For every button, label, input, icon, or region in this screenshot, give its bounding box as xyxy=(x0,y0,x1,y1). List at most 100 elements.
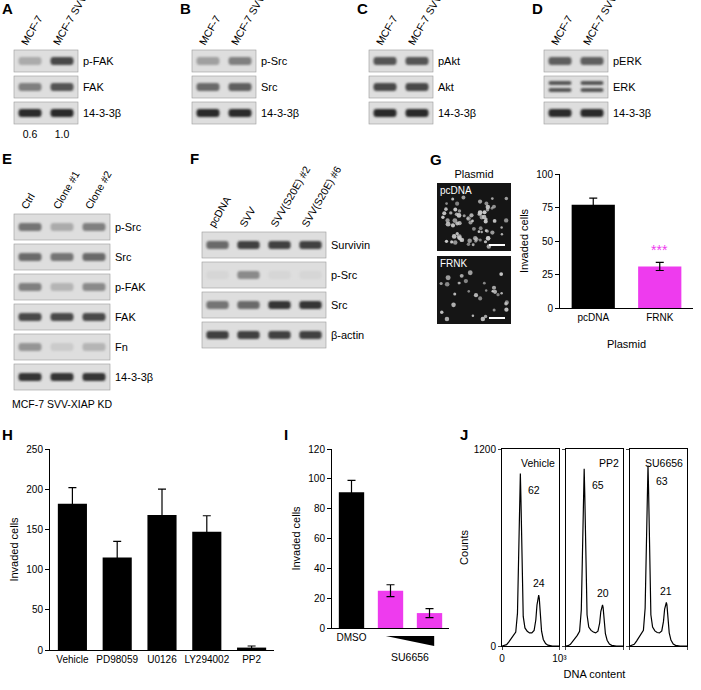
svg-text:SU6656: SU6656 xyxy=(391,651,429,663)
svg-text:250: 250 xyxy=(26,444,43,455)
svg-text:ERK: ERK xyxy=(613,81,636,93)
svg-text:MCF-7 SVV: MCF-7 SVV xyxy=(580,0,618,47)
svg-text:20: 20 xyxy=(597,587,609,599)
svg-text:60: 60 xyxy=(314,533,326,544)
svg-text:Vehicle: Vehicle xyxy=(521,457,555,469)
svg-text:G: G xyxy=(430,151,442,168)
svg-text:Fn: Fn xyxy=(115,341,128,353)
svg-text:Src: Src xyxy=(331,299,348,311)
svg-text:14-3-3β: 14-3-3β xyxy=(438,107,476,119)
svg-text:J: J xyxy=(460,426,468,443)
svg-text:pcDNA: pcDNA xyxy=(577,312,609,323)
svg-text:pERK: pERK xyxy=(613,55,642,67)
svg-text:B: B xyxy=(180,0,191,17)
svg-text:PP2: PP2 xyxy=(599,457,619,469)
svg-text:0: 0 xyxy=(499,653,505,664)
svg-text:LY294002: LY294002 xyxy=(184,654,229,665)
svg-text:Vehicle: Vehicle xyxy=(56,654,89,665)
svg-text:D: D xyxy=(532,0,543,17)
svg-text:pcDNA: pcDNA xyxy=(206,194,233,229)
svg-text:MCF-7 SVV: MCF-7 SVV xyxy=(228,0,266,47)
svg-text:F: F xyxy=(190,150,199,167)
svg-text:Invaded cells: Invaded cells xyxy=(290,506,302,571)
svg-text:50: 50 xyxy=(542,236,554,247)
svg-text:MCF-7 SVV: MCF-7 SVV xyxy=(50,0,88,47)
svg-text:Plasmid: Plasmid xyxy=(607,338,646,350)
svg-text:Clone #2: Clone #2 xyxy=(82,168,113,211)
svg-text:200: 200 xyxy=(26,484,43,495)
svg-text:FRNK: FRNK xyxy=(646,312,674,323)
svg-text:SVV: SVV xyxy=(237,205,258,229)
svg-text:Akt: Akt xyxy=(438,81,454,93)
svg-text:14-3-3β: 14-3-3β xyxy=(83,107,121,119)
svg-text:DNA content: DNA content xyxy=(564,668,626,680)
svg-text:1.0: 1.0 xyxy=(55,128,70,140)
svg-text:SVV(S20E) #6: SVV(S20E) #6 xyxy=(299,164,344,229)
svg-text:***: *** xyxy=(651,242,668,258)
svg-text:20: 20 xyxy=(314,593,326,604)
svg-text:0.6: 0.6 xyxy=(23,128,38,140)
svg-text:PP2: PP2 xyxy=(242,654,261,665)
svg-text:MCF-7: MCF-7 xyxy=(196,13,223,47)
svg-text:0: 0 xyxy=(319,623,325,634)
svg-text:Src: Src xyxy=(115,251,132,263)
svg-text:U0126: U0126 xyxy=(147,654,177,665)
svg-text:pcDNA: pcDNA xyxy=(440,185,472,196)
svg-text:PD98059: PD98059 xyxy=(96,654,138,665)
svg-text:120: 120 xyxy=(308,444,325,455)
svg-text:FAK: FAK xyxy=(115,311,136,323)
svg-text:MCF-7: MCF-7 xyxy=(18,13,45,47)
svg-text:MCF-7 SVV: MCF-7 SVV xyxy=(405,0,443,47)
svg-text:Counts: Counts xyxy=(458,530,470,565)
svg-text:21: 21 xyxy=(660,585,672,597)
svg-text:Plasmid: Plasmid xyxy=(454,168,493,180)
svg-text:10³: 10³ xyxy=(552,653,567,664)
svg-text:DMSO: DMSO xyxy=(337,632,367,643)
svg-text:65: 65 xyxy=(592,479,604,491)
svg-text:0: 0 xyxy=(37,645,43,656)
svg-text:75: 75 xyxy=(542,202,554,213)
svg-text:pAkt: pAkt xyxy=(438,55,460,67)
svg-text:MCF-7: MCF-7 xyxy=(548,13,575,47)
svg-text:Survivin: Survivin xyxy=(331,239,370,251)
svg-text:63: 63 xyxy=(656,475,668,487)
svg-text:14-3-3β: 14-3-3β xyxy=(115,371,153,383)
svg-text:62: 62 xyxy=(528,484,540,496)
svg-text:80: 80 xyxy=(314,503,326,514)
svg-text:FRNK: FRNK xyxy=(440,258,468,269)
svg-text:100: 100 xyxy=(26,564,43,575)
svg-text:A: A xyxy=(2,0,13,17)
svg-text:40: 40 xyxy=(314,563,326,574)
svg-text:Clone #1: Clone #1 xyxy=(50,168,81,211)
svg-text:SU6656: SU6656 xyxy=(645,457,683,469)
svg-text:p-Src: p-Src xyxy=(331,269,358,281)
svg-text:C: C xyxy=(357,0,368,17)
svg-text:25: 25 xyxy=(542,269,554,280)
svg-text:p-FAK: p-FAK xyxy=(115,281,146,293)
svg-text:Src: Src xyxy=(261,81,278,93)
svg-text:24: 24 xyxy=(533,577,545,589)
svg-text:FAK: FAK xyxy=(83,81,104,93)
svg-text:14-3-3β: 14-3-3β xyxy=(261,107,299,119)
svg-text:p-FAK: p-FAK xyxy=(83,55,114,67)
svg-text:150: 150 xyxy=(26,524,43,535)
svg-text:E: E xyxy=(2,150,12,167)
svg-text:β-actin: β-actin xyxy=(331,329,364,341)
svg-text:H: H xyxy=(2,426,13,443)
svg-text:p-Src: p-Src xyxy=(261,55,288,67)
svg-text:0: 0 xyxy=(490,641,496,652)
svg-text:1200: 1200 xyxy=(474,444,497,455)
svg-text:SVV(S20E) #2: SVV(S20E) #2 xyxy=(268,164,313,229)
svg-text:MCF-7: MCF-7 xyxy=(373,13,400,47)
svg-text:100: 100 xyxy=(308,473,325,484)
svg-text:14-3-3β: 14-3-3β xyxy=(613,107,651,119)
svg-text:Invaded cells: Invaded cells xyxy=(518,208,530,273)
svg-text:100: 100 xyxy=(536,169,553,180)
svg-text:50: 50 xyxy=(32,604,44,615)
svg-text:Invaded cells: Invaded cells xyxy=(8,517,20,582)
svg-text:0: 0 xyxy=(547,303,553,314)
svg-text:I: I xyxy=(284,426,288,443)
svg-text:Ctrl: Ctrl xyxy=(18,191,37,211)
svg-text:p-Src: p-Src xyxy=(115,221,142,233)
svg-text:MCF-7 SVV-XIAP KD: MCF-7 SVV-XIAP KD xyxy=(12,398,113,410)
